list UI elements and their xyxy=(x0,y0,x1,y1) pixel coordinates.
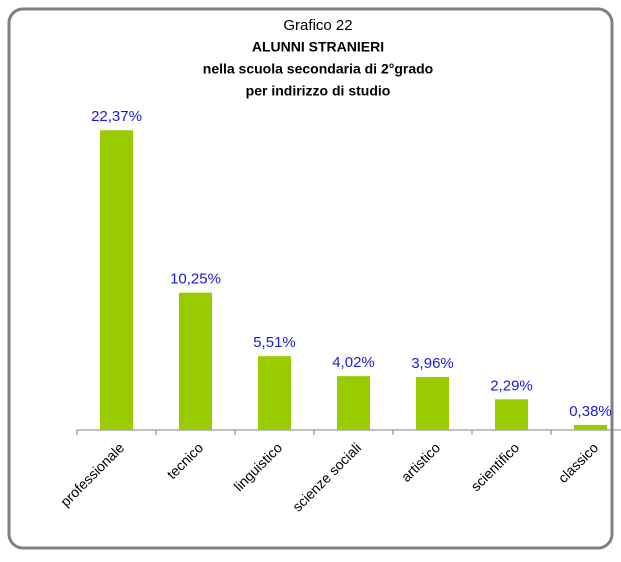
bar xyxy=(100,130,133,430)
bar xyxy=(179,292,212,430)
bar xyxy=(258,356,291,430)
value-label: 22,37% xyxy=(91,108,142,125)
chart-subtitle: ALUNNI STRANIERI xyxy=(252,39,384,55)
chart-subtitle: nella scuola secondaria di 2°grado xyxy=(203,61,433,77)
bar xyxy=(337,376,370,430)
bar xyxy=(574,424,607,430)
chart-subtitle: per indirizzo di studio xyxy=(246,83,391,99)
value-label: 0,38% xyxy=(569,403,612,420)
bar xyxy=(495,399,528,430)
chart-title: Grafico 22 xyxy=(283,17,352,34)
value-label: 4,02% xyxy=(332,354,375,371)
chart-border xyxy=(7,7,614,550)
bar xyxy=(416,376,449,430)
value-label: 5,51% xyxy=(253,334,296,351)
value-label: 3,96% xyxy=(411,355,454,372)
value-label: 2,29% xyxy=(490,377,533,394)
value-label: 10,25% xyxy=(170,271,221,288)
